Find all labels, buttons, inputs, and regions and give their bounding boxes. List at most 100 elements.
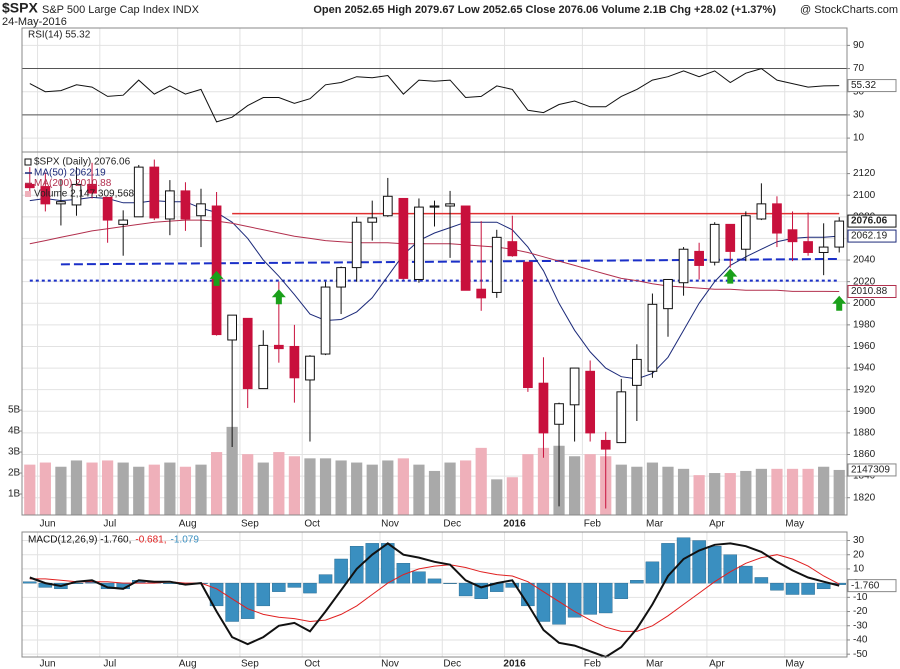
volume-bar	[382, 460, 394, 515]
volume-bar	[740, 470, 752, 515]
value-tag-label: 2076.06	[851, 216, 888, 227]
histogram-bar	[505, 582, 520, 588]
candle-body	[87, 183, 97, 194]
volume-bar	[724, 473, 736, 515]
x-tick-label: Jun	[40, 519, 56, 530]
x-tick-label: Dec	[443, 659, 461, 669]
histogram-bar	[614, 582, 629, 599]
y-tick-label: 90	[853, 40, 865, 51]
histogram-bar	[770, 582, 784, 591]
y-tick-label: 1820	[853, 492, 876, 503]
value-tag-label: 2062.19	[851, 231, 888, 242]
candle-body	[678, 248, 689, 284]
candle-body	[24, 183, 35, 189]
candle-body	[289, 345, 300, 379]
value-tag-label: 2010.88	[851, 286, 888, 297]
candle-body	[196, 203, 206, 217]
panel-frame	[21, 531, 848, 658]
candle-body	[818, 246, 829, 253]
histogram-bar	[630, 580, 644, 584]
y-tick-label: 30	[853, 535, 865, 546]
candle-body	[725, 223, 736, 252]
legend-entry: MA(50) 2062.19	[34, 168, 106, 179]
volume-tick-label: 3B	[8, 447, 21, 458]
volume-bar	[117, 462, 129, 515]
histogram-bar	[23, 581, 37, 584]
volume-bar	[24, 464, 36, 515]
candle-body	[242, 317, 253, 390]
volume-bar	[444, 462, 456, 515]
y-tick-label: 2020	[853, 276, 876, 287]
y-tick-label: 1880	[853, 428, 876, 439]
histogram-bar	[754, 577, 769, 584]
y-tick-label: 1900	[853, 406, 876, 417]
volume-tick-label: 2B	[8, 468, 21, 479]
x-tick-label: Nov	[381, 519, 399, 530]
candle-body	[538, 382, 549, 434]
candle-body	[149, 166, 160, 219]
candle-body	[585, 370, 596, 434]
signal-arrow	[209, 270, 224, 286]
candle-body	[351, 221, 362, 269]
volume-bar	[288, 456, 301, 515]
volume-tick-label: 1B	[8, 489, 21, 500]
candle-body	[445, 203, 455, 207]
candle-body	[227, 314, 238, 341]
volume-bar	[351, 462, 363, 515]
y-tick-label: -40	[853, 635, 868, 646]
candle-body	[569, 367, 580, 406]
rsi-line	[29, 68, 840, 123]
symbol: $SPX	[2, 0, 38, 16]
candle-body	[367, 217, 378, 223]
y-tick-label: 2000	[853, 298, 876, 309]
volume-bar	[537, 447, 550, 515]
y-tick-label: -10	[853, 592, 868, 603]
histogram-bar	[272, 582, 286, 592]
histogram-bar	[318, 574, 333, 584]
legend-entry: -1.079	[171, 535, 200, 546]
x-tick-label: Apr	[709, 519, 725, 530]
candle-body	[429, 205, 440, 208]
histogram-bar	[692, 540, 706, 584]
histogram-bar	[536, 582, 551, 622]
candle-body	[460, 205, 471, 291]
candle-body	[71, 183, 82, 206]
histogram-bar	[816, 582, 831, 590]
candle-body	[834, 220, 845, 248]
histogram-bar	[240, 582, 255, 619]
date: 24-May-2016	[2, 16, 67, 28]
volume-bar	[506, 477, 518, 515]
y-tick-label: 2120	[853, 168, 876, 179]
histogram-bar	[723, 554, 737, 584]
volume-bar	[413, 464, 425, 515]
volume-bar	[755, 468, 767, 515]
macd-line	[29, 542, 840, 659]
value-tag	[847, 463, 897, 477]
histogram-bar	[334, 558, 348, 584]
histogram-bar	[785, 582, 800, 595]
x-tick-label: Aug	[179, 519, 197, 530]
y-tick-label: -30	[853, 620, 868, 631]
histogram-bar	[412, 571, 426, 584]
legend-entry: MACD(12,26,9) -1.760,	[28, 535, 131, 546]
candle-body	[476, 288, 487, 299]
candle-body	[740, 215, 751, 250]
y-tick-label: 2040	[853, 255, 876, 266]
moving-average	[29, 219, 840, 292]
candle-body	[694, 250, 704, 266]
volume-bar	[55, 466, 67, 515]
histogram-bar	[801, 582, 815, 595]
x-tick-label: Jul	[103, 519, 116, 530]
candle-body	[165, 190, 175, 220]
volume-bar	[133, 466, 145, 515]
volume-bar	[475, 447, 487, 515]
volume-bar	[662, 466, 674, 515]
x-tick-label: Jul	[103, 659, 116, 669]
volume-bar	[304, 458, 316, 515]
x-tick-label: 2016	[503, 519, 526, 530]
y-tick-label: -20	[853, 606, 868, 617]
volume-bar	[786, 468, 799, 515]
volume-bar	[179, 466, 192, 515]
value-tag-label: 55.32	[851, 80, 876, 91]
